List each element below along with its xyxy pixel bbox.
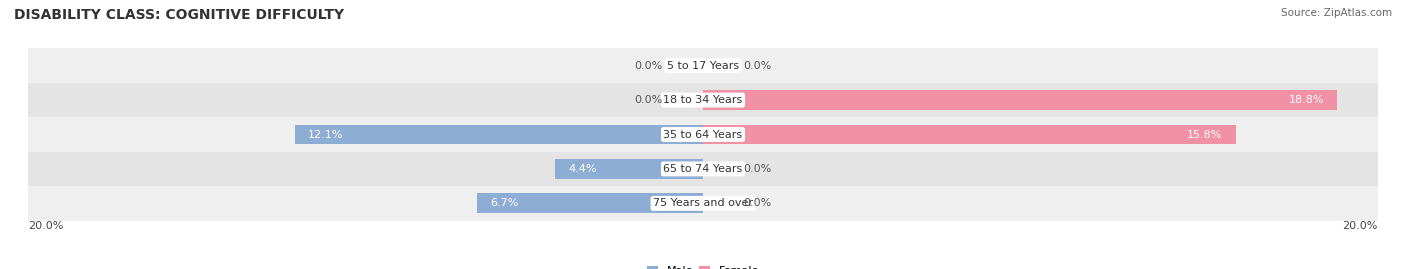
Text: 65 to 74 Years: 65 to 74 Years: [664, 164, 742, 174]
Bar: [28, 83, 1378, 117]
Text: 20.0%: 20.0%: [1343, 221, 1378, 231]
Text: DISABILITY CLASS: COGNITIVE DIFFICULTY: DISABILITY CLASS: COGNITIVE DIFFICULTY: [14, 8, 344, 22]
Text: 0.0%: 0.0%: [744, 164, 772, 174]
Text: 35 to 64 Years: 35 to 64 Years: [664, 129, 742, 140]
Bar: [28, 48, 1378, 83]
Text: 20.0%: 20.0%: [28, 221, 63, 231]
Text: 18.8%: 18.8%: [1288, 95, 1324, 105]
Text: 6.7%: 6.7%: [491, 198, 519, 208]
Bar: [28, 117, 1378, 152]
Bar: [28, 186, 1378, 221]
Text: 12.1%: 12.1%: [308, 129, 343, 140]
Bar: [28, 152, 1378, 186]
Text: 0.0%: 0.0%: [744, 198, 772, 208]
Text: Source: ZipAtlas.com: Source: ZipAtlas.com: [1281, 8, 1392, 18]
Bar: [703, 125, 1236, 144]
Text: 0.0%: 0.0%: [634, 61, 662, 71]
Text: 0.0%: 0.0%: [744, 61, 772, 71]
Bar: [477, 193, 703, 213]
Legend: Male, Female: Male, Female: [643, 261, 763, 269]
Text: 0.0%: 0.0%: [634, 95, 662, 105]
Text: 5 to 17 Years: 5 to 17 Years: [666, 61, 740, 71]
Text: 18 to 34 Years: 18 to 34 Years: [664, 95, 742, 105]
Text: 75 Years and over: 75 Years and over: [652, 198, 754, 208]
Bar: [703, 90, 1337, 110]
Bar: [554, 159, 703, 179]
Bar: [295, 125, 703, 144]
Text: 4.4%: 4.4%: [568, 164, 596, 174]
Text: 15.8%: 15.8%: [1187, 129, 1223, 140]
